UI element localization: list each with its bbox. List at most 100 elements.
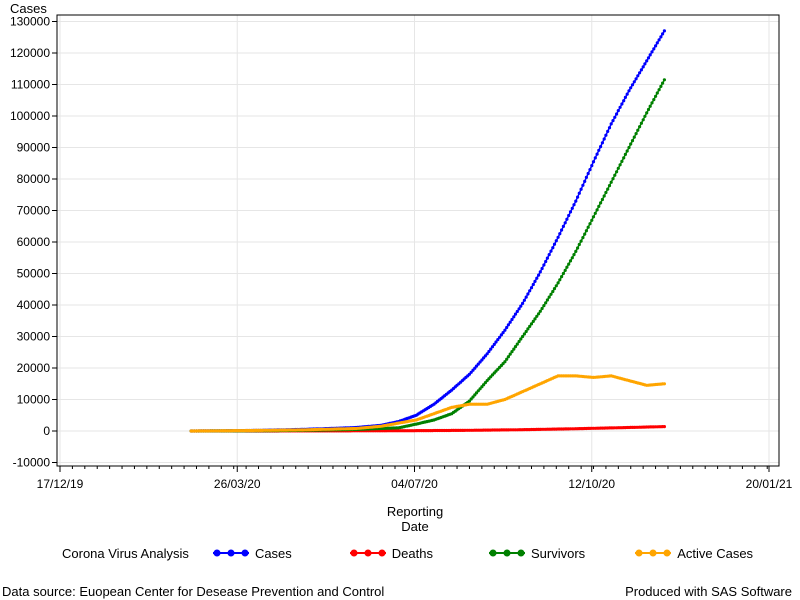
data-point: [508, 320, 512, 324]
data-point: [611, 177, 615, 181]
data-point: [579, 187, 583, 191]
y-tick-label: 40000: [17, 298, 51, 312]
data-point: [654, 44, 658, 48]
data-point: [526, 292, 530, 296]
data-point: [620, 159, 624, 163]
data-point: [565, 265, 569, 269]
x-tick-label: 20/01/21: [746, 477, 793, 491]
y-tick-label: 110000: [11, 78, 50, 92]
x-axis-title-line-2: Date: [401, 519, 428, 534]
data-point: [623, 152, 628, 156]
data-point: [568, 210, 573, 214]
data-point: [537, 312, 541, 316]
data-point: [549, 292, 553, 296]
data-point: [524, 295, 528, 299]
data-point: [515, 342, 519, 346]
legend-swatch-active-cases: [635, 549, 672, 557]
data-point: [471, 395, 475, 399]
data-point: [510, 317, 514, 322]
y-tick-label: 10000: [17, 393, 51, 407]
data-point: [607, 126, 612, 130]
data-point: [629, 142, 633, 146]
data-point: [577, 242, 581, 247]
data-point: [467, 399, 471, 403]
y-tick-label: 100000: [10, 109, 50, 123]
data-point: [583, 179, 587, 183]
y-tick-label: 120000: [10, 46, 50, 60]
legend-swatch-survivors: [489, 549, 525, 557]
legend-label-active-cases: Active Cases: [677, 545, 754, 561]
data-point: [581, 236, 585, 240]
data-point: [600, 141, 605, 145]
data-point: [521, 301, 525, 305]
data-point: [513, 312, 518, 316]
data-point: [558, 232, 562, 236]
data-point: [616, 166, 620, 170]
data-point: [618, 163, 622, 167]
x-tick-label: 26/03/20: [214, 477, 261, 491]
data-point: [542, 263, 546, 267]
data-point: [632, 135, 636, 139]
series-cases: [189, 29, 667, 433]
data-point: [510, 350, 514, 354]
legend-label-cases: Cases: [254, 545, 292, 561]
y-tick-label: 90000: [17, 141, 51, 155]
legend-item-active-cases: Active Cases: [635, 546, 753, 561]
data-point: [629, 86, 633, 90]
data-point: [503, 360, 507, 364]
data-point: [469, 370, 473, 374]
data-point: [645, 111, 649, 115]
data-point: [535, 314, 539, 318]
data-point: [522, 298, 527, 302]
data-point: [627, 89, 631, 93]
data-point: [570, 256, 574, 260]
x-axis: 17/12/19 26/03/20 04/07/20 12/10/20 20/01/21: [37, 466, 793, 491]
data-point: [556, 281, 560, 285]
data-point: [613, 173, 617, 177]
series-layer: [189, 29, 667, 433]
data-point: [533, 279, 537, 283]
data-point: [524, 329, 528, 334]
data-point: [485, 352, 489, 356]
data-point: [652, 47, 656, 51]
data-point: [531, 282, 535, 287]
y-tick-label: 30000: [17, 330, 51, 344]
data-point: [657, 38, 661, 42]
data-point: [568, 259, 573, 263]
grid-lines: [57, 15, 779, 466]
data-point: [494, 340, 498, 344]
data-point: [655, 91, 659, 95]
data-point: [606, 129, 610, 133]
data-point: [506, 355, 510, 359]
data-point: [513, 345, 518, 349]
data-point: [519, 337, 523, 341]
data-point: [627, 145, 631, 150]
data-point: [604, 190, 608, 195]
data-point: [615, 112, 619, 116]
x-tick-label: 12/10/20: [568, 477, 615, 491]
data-point: [630, 83, 635, 87]
data-point: [599, 145, 603, 149]
data-point: [593, 211, 597, 215]
data-point: [574, 249, 578, 253]
data-point: [638, 71, 642, 75]
data-point: [503, 328, 507, 332]
data-point: [581, 183, 585, 187]
data-point: [522, 332, 527, 336]
data-point: [630, 139, 635, 143]
data-point: [556, 235, 560, 239]
y-tick-label: 70000: [17, 204, 51, 218]
series-line: [191, 30, 666, 432]
data-point: [634, 132, 638, 136]
data-point: [636, 74, 640, 78]
data-point: [528, 324, 532, 328]
data-point: [512, 347, 516, 351]
data-point: [489, 347, 493, 351]
data-point: [659, 84, 663, 88]
data-point: [639, 68, 644, 72]
data-point: [597, 204, 601, 208]
legend-label-deaths: Deaths: [391, 545, 433, 561]
data-point: [499, 333, 503, 337]
data-point: [652, 98, 656, 102]
data-point: [544, 301, 548, 305]
